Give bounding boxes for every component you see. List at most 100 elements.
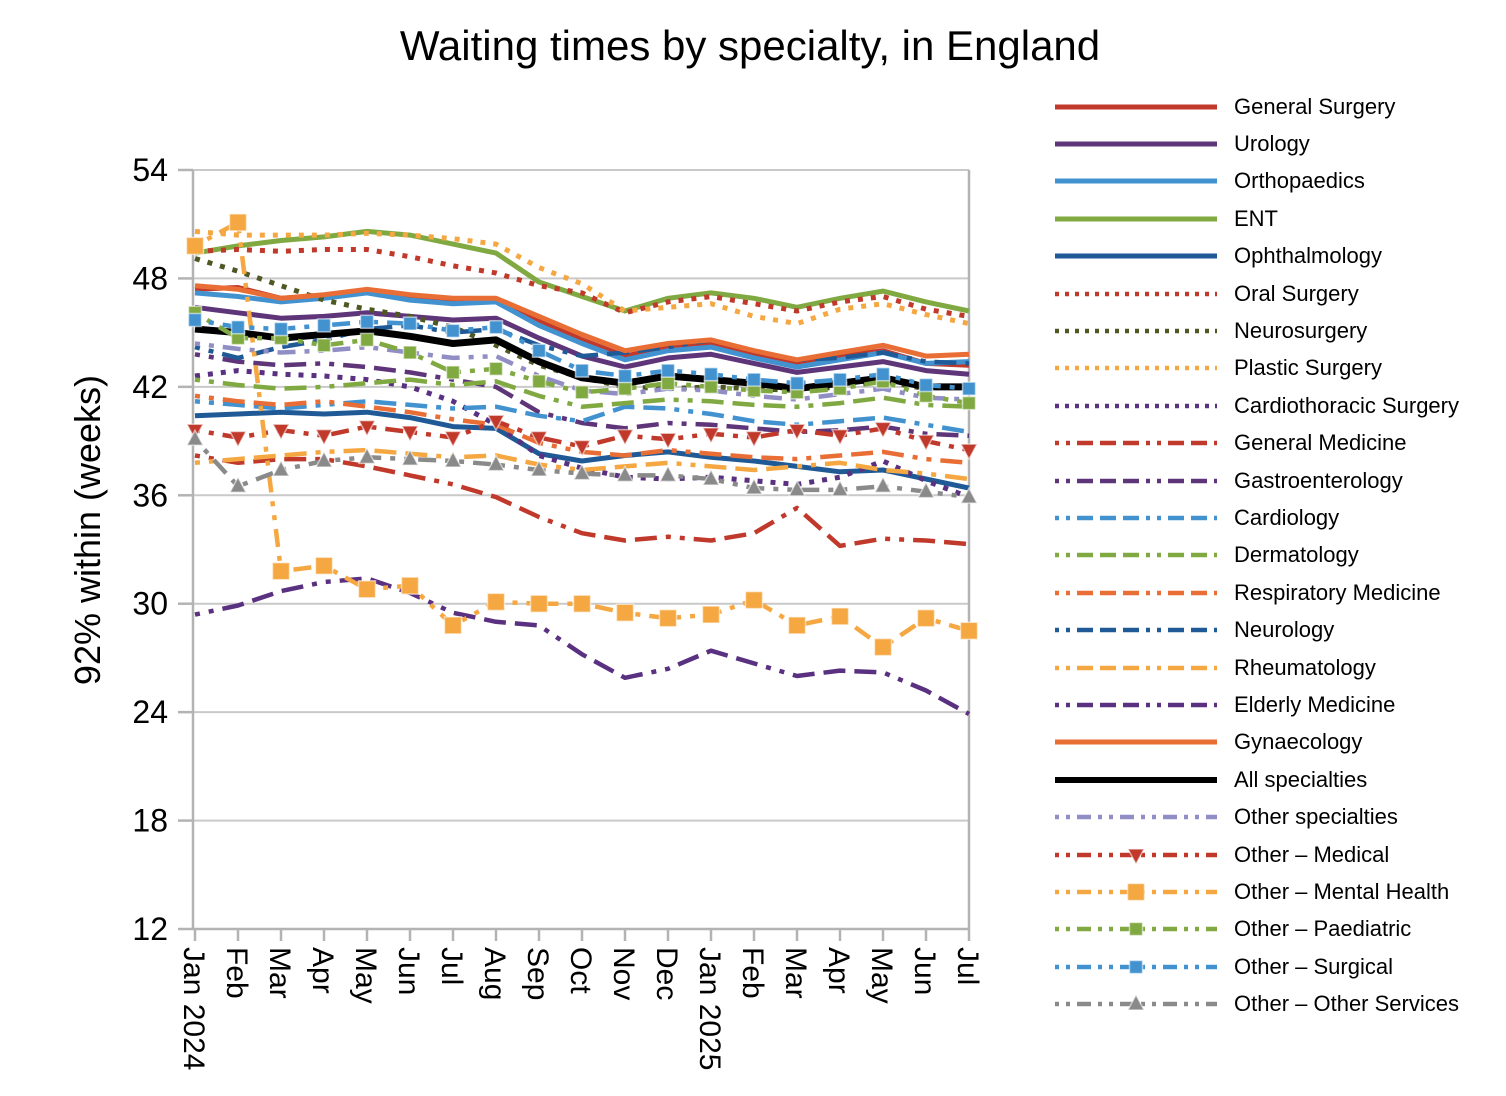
legend-sample-other-paediatric (1055, 922, 1217, 937)
y-tick-label: 18 (132, 803, 168, 839)
data-point-marker (572, 463, 592, 481)
data-point-marker (445, 323, 461, 339)
x-tick-label: Feb (220, 947, 253, 999)
legend-label-neurosurgery: Neurosurgery (1234, 318, 1368, 344)
data-point-marker (402, 345, 418, 360)
data-point-marker (574, 385, 590, 400)
data-point-marker (574, 363, 590, 378)
legend-item-general-medicine: General Medicine (1052, 425, 1502, 462)
x-tick-label: Apr (306, 947, 339, 994)
data-point-marker (443, 616, 463, 635)
series-line-neurology (194, 323, 970, 366)
legend-label-respiratory-medicine: Respiratory Medicine (1234, 579, 1441, 605)
legend-sample-cardiology (1055, 515, 1217, 521)
legend: General Surgery Urology Orthopaedics ENT Oph… (1052, 88, 1502, 1023)
x-tick-label: Jul (435, 947, 468, 985)
legend-label-other-paediatric: Other – Paediatric (1234, 916, 1412, 942)
legend-label-general-medicine: General Medicine (1234, 430, 1407, 456)
chart-title: Waiting times by specialty, in England (399, 22, 1101, 69)
legend-label-gynaecology: Gynaecology (1234, 729, 1363, 755)
x-tick-label: Nov (607, 947, 640, 1000)
y-tick-label: 48 (132, 260, 168, 296)
legend-label-all-specialties: All specialties (1234, 766, 1368, 792)
data-point-marker (357, 446, 377, 465)
series-other-medical (185, 414, 979, 461)
legend-sample-other-other-services (1055, 993, 1217, 1011)
y-tick-label: 12 (132, 911, 168, 947)
series-line-general-medicine (194, 453, 970, 549)
data-point-marker (658, 464, 678, 483)
series-cardiology (194, 399, 970, 435)
data-point-marker (1126, 882, 1146, 902)
legend-label-plastic-surgery: Plastic Surgery (1234, 355, 1382, 381)
series-elderly-medicine (194, 576, 971, 716)
legend-sample-other-mental-health (1055, 882, 1217, 902)
data-point-marker (787, 423, 807, 441)
legend-sample-cardiothoracic-surgery (1055, 403, 1217, 409)
data-point-marker (873, 475, 893, 493)
data-point-marker (529, 430, 549, 449)
data-point-marker (918, 377, 934, 393)
data-point-marker (529, 459, 549, 477)
legend-label-urology: Urology (1234, 131, 1310, 157)
series-line-ent (194, 228, 970, 314)
legend-item-dermatology: Dermatology (1052, 537, 1502, 574)
legend-label-orthopaedics: Orthopaedics (1234, 168, 1365, 194)
data-point-marker (617, 381, 633, 396)
legend-sample-other-medical (1055, 847, 1217, 866)
x-tick-label: Sep (521, 947, 554, 1000)
data-point-marker (916, 434, 936, 452)
data-point-marker (316, 338, 332, 353)
legend-item-respiratory-medicine: Respiratory Medicine (1052, 574, 1502, 611)
series-oral-surgery (194, 247, 970, 319)
legend-label-oral-surgery: Oral Surgery (1234, 280, 1359, 306)
data-point-marker (271, 459, 291, 477)
y-tick-label: 30 (132, 586, 168, 622)
data-point-marker (486, 453, 506, 472)
data-point-marker (703, 366, 719, 382)
x-tick-label: Feb (736, 947, 769, 999)
x-tick-label: Jan 2024 (177, 947, 210, 1070)
data-point-marker (271, 423, 291, 441)
x-tick-label: Jun (908, 947, 941, 995)
legend-sample-plastic-surgery (1055, 366, 1217, 371)
data-point-marker (746, 372, 762, 387)
data-point-marker (271, 561, 291, 581)
legend-sample-elderly-medicine (1055, 702, 1217, 708)
series-gastroenterology (194, 352, 970, 438)
legend-item-gastroenterology: Gastroenterology (1052, 462, 1502, 499)
data-point-marker (832, 372, 848, 387)
data-point-marker (531, 343, 547, 358)
data-point-marker (228, 475, 248, 493)
data-point-marker (744, 430, 764, 449)
data-point-marker (916, 608, 936, 628)
series-line-oral-surgery (194, 247, 970, 319)
data-point-marker (658, 608, 678, 628)
series-other-surgical (187, 312, 977, 396)
data-point-marker (830, 607, 850, 626)
data-point-marker (359, 332, 375, 348)
legend-sample-rheumatology (1055, 665, 1217, 670)
series-neurology (194, 323, 970, 366)
legend-label-dermatology: Dermatology (1234, 542, 1359, 568)
legend-label-other-other-services: Other – Other Services (1234, 991, 1459, 1017)
series-line-gastroenterology (194, 352, 970, 438)
legend-sample-ophthalmology (1055, 253, 1217, 259)
data-point-marker (830, 479, 850, 497)
data-point-marker (744, 477, 764, 495)
data-point-marker (1126, 993, 1146, 1011)
legend-sample-general-surgery (1055, 104, 1217, 110)
legend-item-other-specialties: Other specialties (1052, 798, 1502, 835)
legend-item-orthopaedics: Orthopaedics (1052, 163, 1502, 200)
data-point-marker (658, 432, 678, 450)
legend-label-rheumatology: Rheumatology (1234, 654, 1376, 680)
x-tick-label: Aug (478, 947, 511, 1000)
legend-sample-ent (1055, 216, 1217, 222)
data-point-marker (617, 368, 633, 384)
series-plastic-surgery (194, 228, 970, 327)
series-line-other-mental-health (193, 220, 970, 650)
data-point-marker (402, 316, 418, 331)
data-point-marker (185, 428, 205, 447)
data-point-marker (789, 375, 805, 391)
legend-sample-respiratory-medicine (1055, 590, 1217, 596)
